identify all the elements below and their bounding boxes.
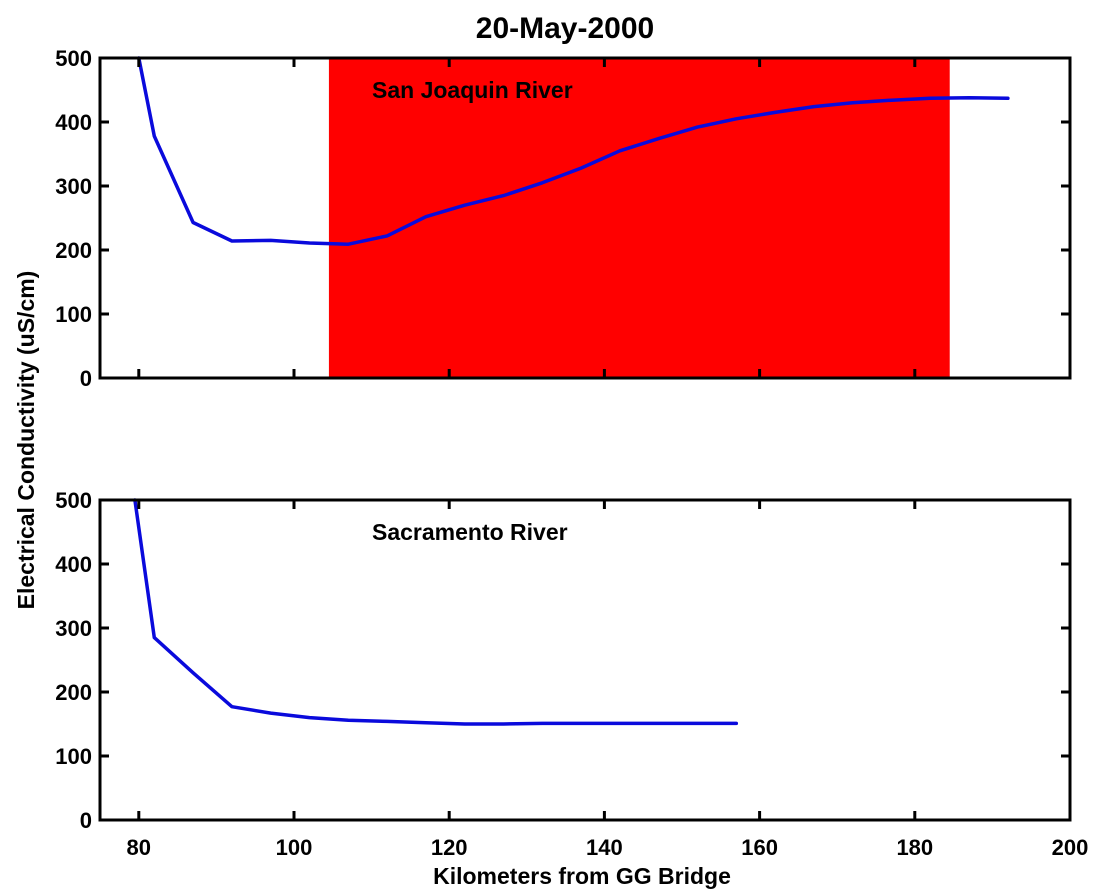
san-joaquin-y-tick-label: 400: [55, 110, 92, 135]
san-joaquin-shaded-region: [328, 58, 950, 378]
sacramento-y-tick-label: 300: [55, 616, 92, 641]
sacramento-x-tick-label: 80: [127, 835, 151, 860]
sacramento-y-tick-label: 500: [55, 488, 92, 513]
sacramento-annotation: Sacramento River: [372, 519, 568, 545]
sacramento-y-tick-label: 100: [55, 744, 92, 769]
san-joaquin-annotation: San Joaquin River: [372, 77, 573, 103]
figure-title: 20-May-2000: [476, 12, 654, 45]
sacramento-x-tick-label: 120: [431, 835, 468, 860]
sacramento-x-tick-label: 100: [276, 835, 313, 860]
sacramento-x-tick-label: 160: [741, 835, 778, 860]
san-joaquin-series-line: [137, 56, 1010, 246]
sacramento-y-tick-label: 400: [55, 552, 92, 577]
sacramento-x-tick-label: 140: [586, 835, 623, 860]
sacramento-x-tick-label: 200: [1052, 835, 1089, 860]
sacramento-series-line: [133, 498, 739, 726]
sacramento-panel: Sacramento River 80 100 120 140 160 180 200 0 100…: [55, 488, 1088, 860]
y-axis-label: Electrical Conductivity (uS/cm): [13, 271, 39, 610]
sacramento-x-tick-label: 180: [896, 835, 933, 860]
sacramento-y-tick-label: 0: [80, 808, 92, 833]
san-joaquin-axes-box: [98, 56, 1072, 380]
san-joaquin-y-tick-label: 200: [55, 238, 92, 263]
san-joaquin-y-tick-label: 300: [55, 174, 92, 199]
san-joaquin-y-tick-label: 500: [55, 46, 92, 71]
sacramento-y-tick-label: 200: [55, 680, 92, 705]
san-joaquin-y-tick-label: 0: [80, 366, 92, 391]
sacramento-axes-box: [98, 498, 1072, 822]
san-joaquin-y-tick-label: 100: [55, 302, 92, 327]
san-joaquin-panel: San Joaquin River 0 100 200 300 400 500: [55, 46, 1072, 391]
x-axis-label: Kilometers from GG Bridge: [433, 863, 731, 889]
